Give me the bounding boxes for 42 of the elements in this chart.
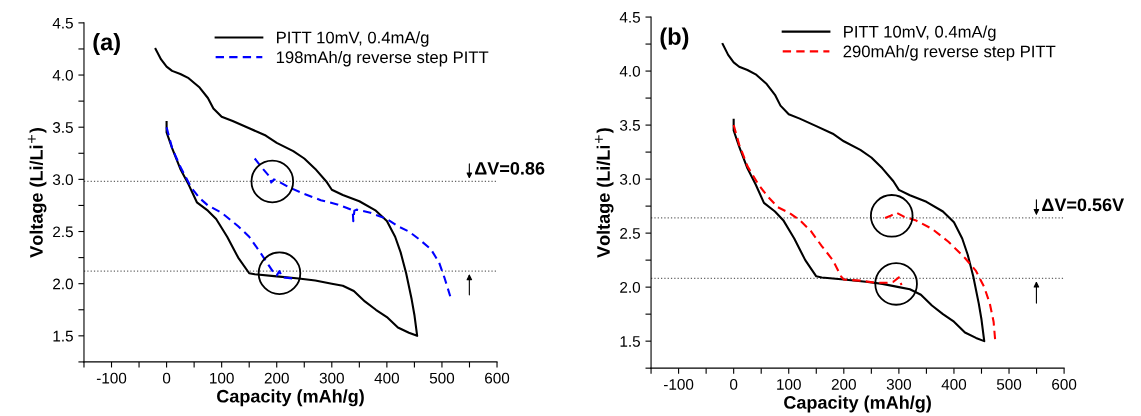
x-tick-label: 200 — [831, 378, 856, 390]
y-axis-title: Voltage (Li/Li$^{+}$) — [594, 128, 614, 258]
legend-label: 290mAh/g reverse step PITT — [843, 45, 1056, 61]
y-tick-label: 2.5 — [620, 227, 640, 239]
x-tick-label: 400 — [374, 372, 400, 384]
y-tick-label: 2.0 — [53, 278, 73, 290]
chart-title: (b) — [660, 27, 689, 50]
y-tick-label: 3.0 — [52, 174, 73, 186]
y-tick-label: 4.0 — [52, 69, 73, 81]
x-tick-label: 500 — [996, 378, 1022, 390]
x-axis-title: Capacity (mAh/g) — [784, 395, 931, 413]
x-tick-label: -100 — [663, 378, 694, 390]
y-axis-title: Voltage (Li/Li$^{+}$) — [27, 128, 47, 258]
y-tick-label: 3.0 — [619, 173, 641, 185]
x-tick-label: 0 — [730, 378, 738, 390]
x-tick-label: 200 — [264, 372, 289, 384]
x-tick-label: 300 — [319, 372, 344, 384]
chart-title: (a) — [93, 33, 120, 56]
y-tick-label: 3.5 — [52, 122, 73, 133]
y-tick-label: 4.5 — [619, 12, 640, 23]
x-tick-label: 300 — [886, 378, 912, 390]
x-axis-title: Capacity (mAh/g) — [217, 389, 364, 407]
x-tick-label: 500 — [429, 372, 455, 384]
legend-label: PITT 10mV, 0.4mA/g — [277, 31, 429, 47]
annotation: ΔV=0.56V — [1042, 198, 1124, 212]
x-tick-label: 0 — [162, 372, 171, 384]
y-tick-label: 4.5 — [52, 17, 73, 29]
x-tick-label: 600 — [1052, 378, 1077, 390]
legend-label: PITT 10mV, 0.4mA/g — [844, 25, 996, 41]
y-tick-label: 2.5 — [53, 226, 73, 238]
x-tick-label: 100 — [777, 378, 801, 390]
x-tick-label: 400 — [941, 378, 967, 390]
y-tick-label: 3.5 — [619, 119, 640, 131]
y-tick-label: 4.0 — [619, 65, 641, 77]
x-tick-label: -100 — [96, 372, 127, 384]
annotation: ΔV=0.86 — [475, 161, 545, 175]
y-tick-label: 2.0 — [620, 282, 641, 293]
x-tick-label: 100 — [210, 372, 234, 384]
x-tick-label: 600 — [485, 372, 510, 384]
legend-label: 198mAh/g reverse step PITT — [276, 50, 489, 67]
y-tick-label: 1.5 — [53, 330, 73, 342]
y-tick-label: 1.5 — [620, 336, 640, 347]
